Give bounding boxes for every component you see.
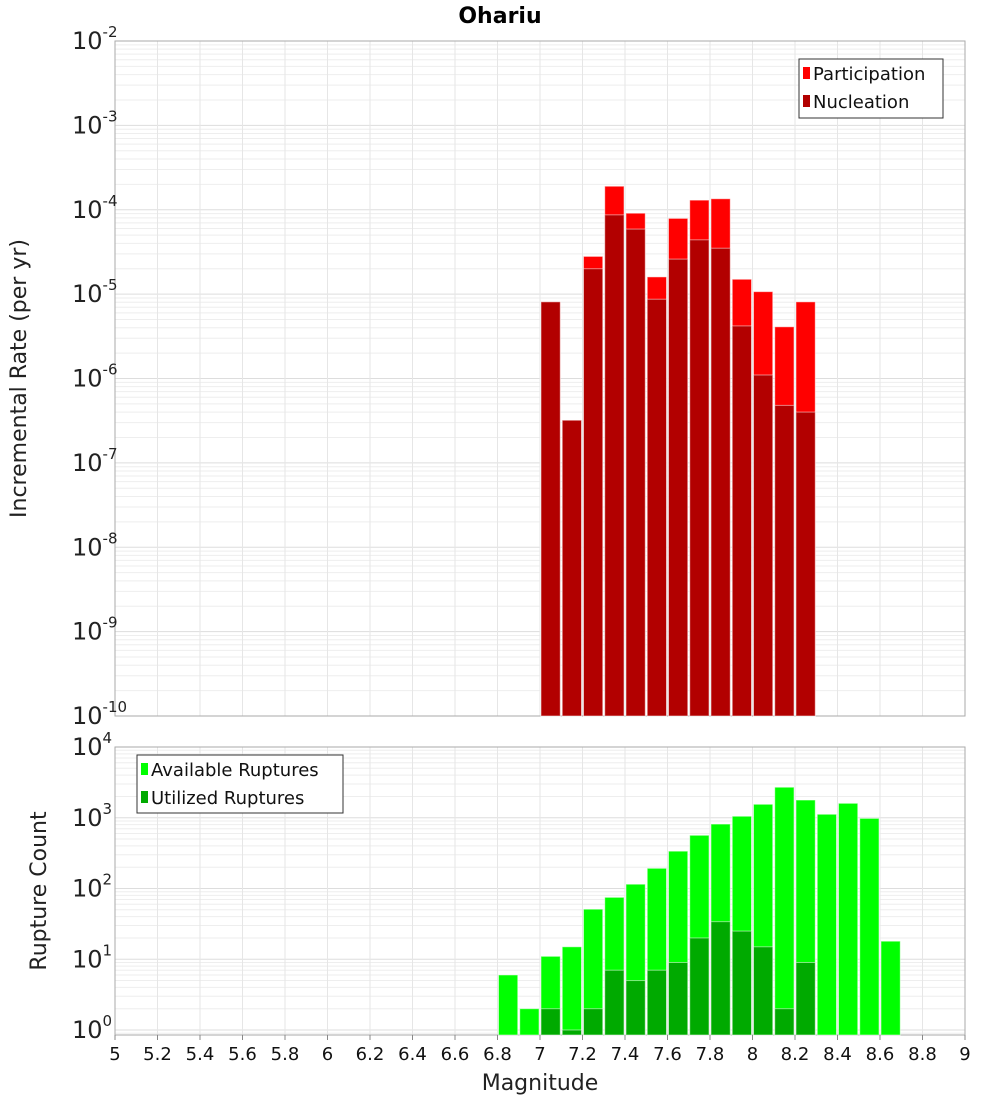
x-tick-label: 8.8 — [908, 1044, 937, 1065]
x-tick-label: 5.4 — [186, 1044, 215, 1065]
x-tick-label: 7 — [534, 1044, 545, 1065]
y-axis-label: Incremental Rate (per yr) — [7, 239, 32, 518]
bar-utilized-ruptures — [646, 969, 667, 1036]
y-tick-label: 101 — [72, 941, 112, 973]
x-tick-label: 8 — [747, 1044, 758, 1065]
bar-utilized-ruptures — [710, 921, 731, 1036]
bar-nucleation — [561, 419, 582, 717]
x-tick-label: 9 — [959, 1044, 970, 1065]
bar-nucleation — [731, 325, 752, 717]
y-tick-label: 10-6 — [72, 361, 118, 393]
bar-utilized-ruptures — [668, 961, 689, 1036]
bar-nucleation — [540, 301, 561, 717]
plot-frame — [114, 40, 966, 717]
bar-utilized-ruptures — [583, 1008, 604, 1036]
x-tick-label: 5.8 — [271, 1044, 300, 1065]
bar-available-ruptures — [859, 817, 880, 1036]
y-axis-label: Rupture Count — [27, 811, 52, 971]
x-tick-label: 6.4 — [398, 1044, 427, 1065]
y-tick-label: 103 — [72, 800, 112, 832]
legend-swatch — [803, 95, 810, 107]
x-tick-label: 8.4 — [823, 1044, 852, 1065]
x-tick-label: 7.2 — [568, 1044, 597, 1065]
bar-utilized-ruptures — [540, 1008, 561, 1036]
y-tick-label: 10-3 — [72, 107, 118, 139]
legend-label: Participation — [813, 64, 925, 85]
bar-available-ruptures — [519, 1008, 540, 1036]
x-tick-label: 8.2 — [781, 1044, 810, 1065]
legend — [798, 58, 944, 119]
x-axis-label: Magnitude — [482, 1071, 599, 1096]
bar-utilized-ruptures — [753, 946, 774, 1036]
legend-swatch — [141, 791, 148, 803]
bar-utilized-ruptures — [795, 961, 816, 1036]
bar-utilized-ruptures — [774, 1008, 795, 1036]
x-tick-label: 8.6 — [866, 1044, 895, 1065]
bar-available-ruptures — [774, 786, 795, 1036]
bar-nucleation — [753, 374, 774, 717]
y-tick-label: 104 — [72, 729, 112, 761]
y-tick-label: 10-10 — [72, 698, 127, 730]
x-tick-label: 5 — [109, 1044, 120, 1065]
bar-nucleation — [795, 411, 816, 717]
y-tick-label: 10-8 — [72, 529, 118, 561]
legend-label: Nucleation — [813, 92, 909, 113]
y-tick-label: 10-5 — [72, 276, 118, 308]
bar-utilized-ruptures — [731, 930, 752, 1036]
bar-nucleation — [646, 298, 667, 717]
bar-nucleation — [710, 247, 731, 717]
x-tick-label: 5.6 — [228, 1044, 257, 1065]
bar-available-ruptures — [561, 946, 582, 1036]
bar-nucleation — [583, 268, 604, 717]
y-tick-label: 10-4 — [72, 192, 118, 224]
y-tick-label: 10-2 — [72, 23, 118, 55]
x-tick-label: 6 — [322, 1044, 333, 1065]
bar-utilized-ruptures — [689, 937, 710, 1036]
x-tick-label: 6.2 — [356, 1044, 385, 1065]
x-tick-label: 7.8 — [696, 1044, 725, 1065]
legend-swatch — [803, 67, 810, 79]
legend — [136, 754, 344, 814]
x-tick-label: 6.6 — [441, 1044, 470, 1065]
y-tick-label: 10-9 — [72, 614, 118, 646]
bar-nucleation — [774, 404, 795, 717]
chart-title: Ohariu — [458, 4, 541, 29]
bar-nucleation — [668, 258, 689, 717]
bar-utilized-ruptures — [625, 980, 646, 1036]
bar-nucleation — [604, 214, 625, 717]
y-tick-label: 102 — [72, 871, 112, 903]
bar-available-ruptures — [880, 940, 901, 1036]
bar-available-ruptures — [498, 974, 519, 1036]
bar-available-ruptures — [816, 813, 837, 1036]
bar-nucleation — [689, 239, 710, 717]
legend-swatch — [141, 763, 148, 775]
legend-label: Utilized Ruptures — [151, 788, 304, 809]
x-tick-label: 7.4 — [611, 1044, 640, 1065]
bar-available-ruptures — [838, 802, 859, 1036]
bar-nucleation — [625, 228, 646, 717]
y-tick-label: 10-7 — [72, 445, 118, 477]
x-tick-label: 7.6 — [653, 1044, 682, 1065]
bar-utilized-ruptures — [561, 1029, 582, 1036]
bar-utilized-ruptures — [604, 969, 625, 1036]
x-tick-label: 5.2 — [143, 1044, 172, 1065]
legend-label: Available Ruptures — [151, 760, 319, 781]
x-tick-label: 6.8 — [483, 1044, 512, 1065]
y-tick-label: 100 — [72, 1012, 112, 1044]
